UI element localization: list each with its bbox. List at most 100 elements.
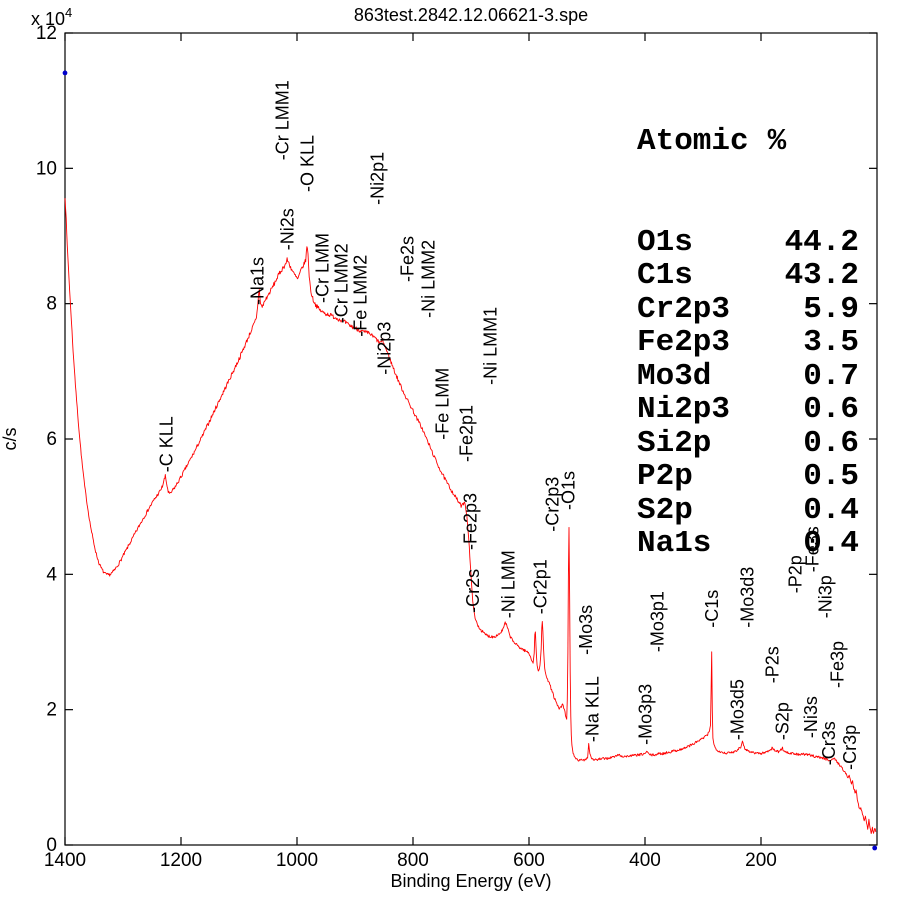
peak-label-o-kll: -O KLL (297, 135, 317, 192)
atomic-percent-value: 0.7 (803, 358, 859, 394)
atomic-percent-value: 0.5 (803, 459, 859, 494)
peak-label-ni3p: -Ni3p (815, 575, 835, 618)
species-label: Fe2p3 (637, 325, 731, 360)
y-multiplier-exponent: 4 (65, 5, 72, 20)
atomic-row-cr2p3: Cr2p3 5.9 (637, 291, 859, 327)
peak-label-cr3s: -Cr3s (819, 721, 839, 765)
peak-label-ni-lmm: -Ni LMM (499, 550, 519, 618)
atomic-row-ni2p3: Ni2p3 0.6 (637, 393, 859, 427)
species-label: P2p (637, 459, 693, 494)
x-tick-label: 1400 (44, 850, 86, 871)
atomic-table-title: Atomic (637, 124, 749, 159)
atomic-percent-value: 0.6 (803, 425, 859, 461)
peak-label-mo3p3: -Mo3p3 (635, 684, 655, 745)
peak-label-c1s: -C1s (702, 590, 722, 628)
atomic-row-na1s: Na1s 0.4 (637, 527, 859, 561)
axis-ticks (64, 32, 877, 846)
peak-label-cr3p: -Cr3p (840, 725, 860, 770)
x-tick-label: 800 (397, 850, 429, 871)
x-axis-label: Binding Energy (eV) (390, 871, 551, 891)
peak-labels: -C KLL-Na1s-Ni2s-Cr LMM1-O KLL-Cr LMM -Cr… (156, 80, 860, 770)
atomic-table-header: Atomic% (637, 125, 863, 159)
atomic-row-p2p: P2p 0.5 (637, 460, 859, 494)
peak-label-ni2s: -Ni2s (278, 208, 298, 250)
atomic-row-s2p: S2p 0.4 (637, 492, 859, 528)
peak-label-cr-lmm2: -Cr LMM2 (332, 243, 352, 323)
marker-dot (872, 845, 878, 851)
atomic-row-si2p: Si2p 0.6 (637, 425, 859, 461)
peak-label-fe3s: -Fe3s (802, 526, 822, 572)
atomic-row-c1s: C1s 43.2 (637, 259, 859, 293)
plot-title: 863test.2842.12.06621-3.spe (354, 5, 588, 25)
peak-label-ni2p1: -Ni2p1 (367, 152, 387, 205)
species-label: Ni2p3 (637, 392, 731, 427)
atomic-row-o1s: O1s 44.2 (637, 224, 859, 260)
peak-label-mo3d5: -Mo3d5 (728, 679, 748, 740)
peak-label-cr-lmm: -Cr LMM (312, 233, 332, 303)
peak-label-cr2p1: -Cr2p1 (530, 559, 550, 614)
cursor-markers (62, 70, 878, 851)
y-tick-label: 6 (46, 429, 57, 450)
x-tick-label: 400 (629, 850, 661, 871)
atomic-percent-value: 5.9 (803, 291, 859, 327)
peak-label-fe2s: -Fe2s (398, 236, 418, 282)
y-tick-label: 8 (46, 294, 57, 315)
species-label: Cr2p3 (637, 291, 731, 327)
atomic-percent-table: Atomic% O1s 44.2 C1s 43.2 Cr2p3 5.9 Fe2p3 3.5 Mo… (637, 58, 863, 628)
y-tick-label: 2 (46, 700, 57, 721)
y-tick-labels: 0 2 4 6 8 10 12 (36, 23, 58, 856)
y-tick-label: 0 (46, 835, 57, 856)
peak-label-cr2s: -Cr2s (463, 569, 483, 613)
peak-label-mo3s: -Mo3s (576, 605, 596, 655)
atomic-percent-value: 3.5 (803, 325, 859, 360)
y-axis-multiplier: x 104 (31, 5, 72, 29)
atomic-percent-value: 0.6 (803, 392, 859, 427)
x-tick-label: 1000 (276, 850, 318, 871)
peak-label-mo3d3: -Mo3d3 (738, 567, 758, 628)
y-tick-label: 12 (36, 23, 57, 44)
x-tick-label: 1200 (160, 850, 202, 871)
peak-label-s2p: -S2p (772, 702, 792, 740)
peak-label-fe-lmm2: -Fe LMM2 (351, 255, 371, 337)
y-tick-label: 10 (36, 158, 57, 179)
peak-label-na1s: -Na1s (247, 257, 267, 305)
peak-label-ni-lmm2: -Ni LMM2 (419, 240, 439, 318)
atomic-table-unit: % (767, 124, 787, 159)
y-axis-label: c/s (0, 427, 20, 450)
atomic-row-fe2p3: Fe2p3 3.5 (637, 326, 859, 360)
peak-label-c-kll: -C KLL (156, 416, 176, 472)
x-tick-labels: 1400 1200 1000 800 600 400 200 (44, 850, 777, 871)
peak-label-ni-lmm1: -Ni LMM1 (481, 307, 501, 385)
species-label: Si2p (637, 425, 712, 461)
marker-dot (62, 70, 68, 76)
atomic-row-mo3d: Mo3d 0.7 (637, 358, 859, 394)
y-multiplier-base: x 10 (31, 9, 65, 29)
peak-label-fe-lmm: -Fe LMM (432, 368, 452, 440)
peak-label-p2p: -P2p (786, 555, 806, 593)
species-label: Na1s (637, 526, 712, 561)
peak-label-p2s: -P2s (762, 646, 782, 683)
atomic-percent-value: 43.2 (784, 258, 859, 293)
species-label: S2p (637, 492, 693, 528)
x-tick-label: 200 (745, 850, 777, 871)
atomic-percent-value: 0.4 (803, 526, 859, 561)
species-label: O1s (637, 224, 693, 260)
x-tick-label: 600 (513, 850, 545, 871)
peak-label-ni2p3: -Ni2p3 (374, 322, 394, 375)
spectrum-trace (64, 198, 877, 834)
peak-label-ni3s: -Ni3s (801, 696, 821, 738)
atomic-table-rows: O1s 44.2 C1s 43.2 Cr2p3 5.9 Fe2p3 3.5 Mo3d 0.7 Ni2… (637, 224, 863, 561)
peak-label-o1s: -O1s (558, 471, 578, 510)
y-tick-label: 4 (46, 564, 57, 585)
peak-label-cr2p3: -Cr2p3 (543, 477, 563, 532)
peak-label-fe3p: -Fe3p (827, 641, 847, 688)
peak-label-mo3p1: -Mo3p1 (648, 591, 668, 652)
peak-label-cr-lmm1: -Cr LMM1 (272, 80, 292, 160)
species-label: C1s (637, 258, 693, 293)
peak-label-na-kll: -Na KLL (583, 676, 603, 742)
peak-label-fe2p1: -Fe2p1 (456, 405, 476, 462)
atomic-percent-value: 0.4 (803, 492, 859, 528)
atomic-percent-value: 44.2 (784, 224, 859, 260)
